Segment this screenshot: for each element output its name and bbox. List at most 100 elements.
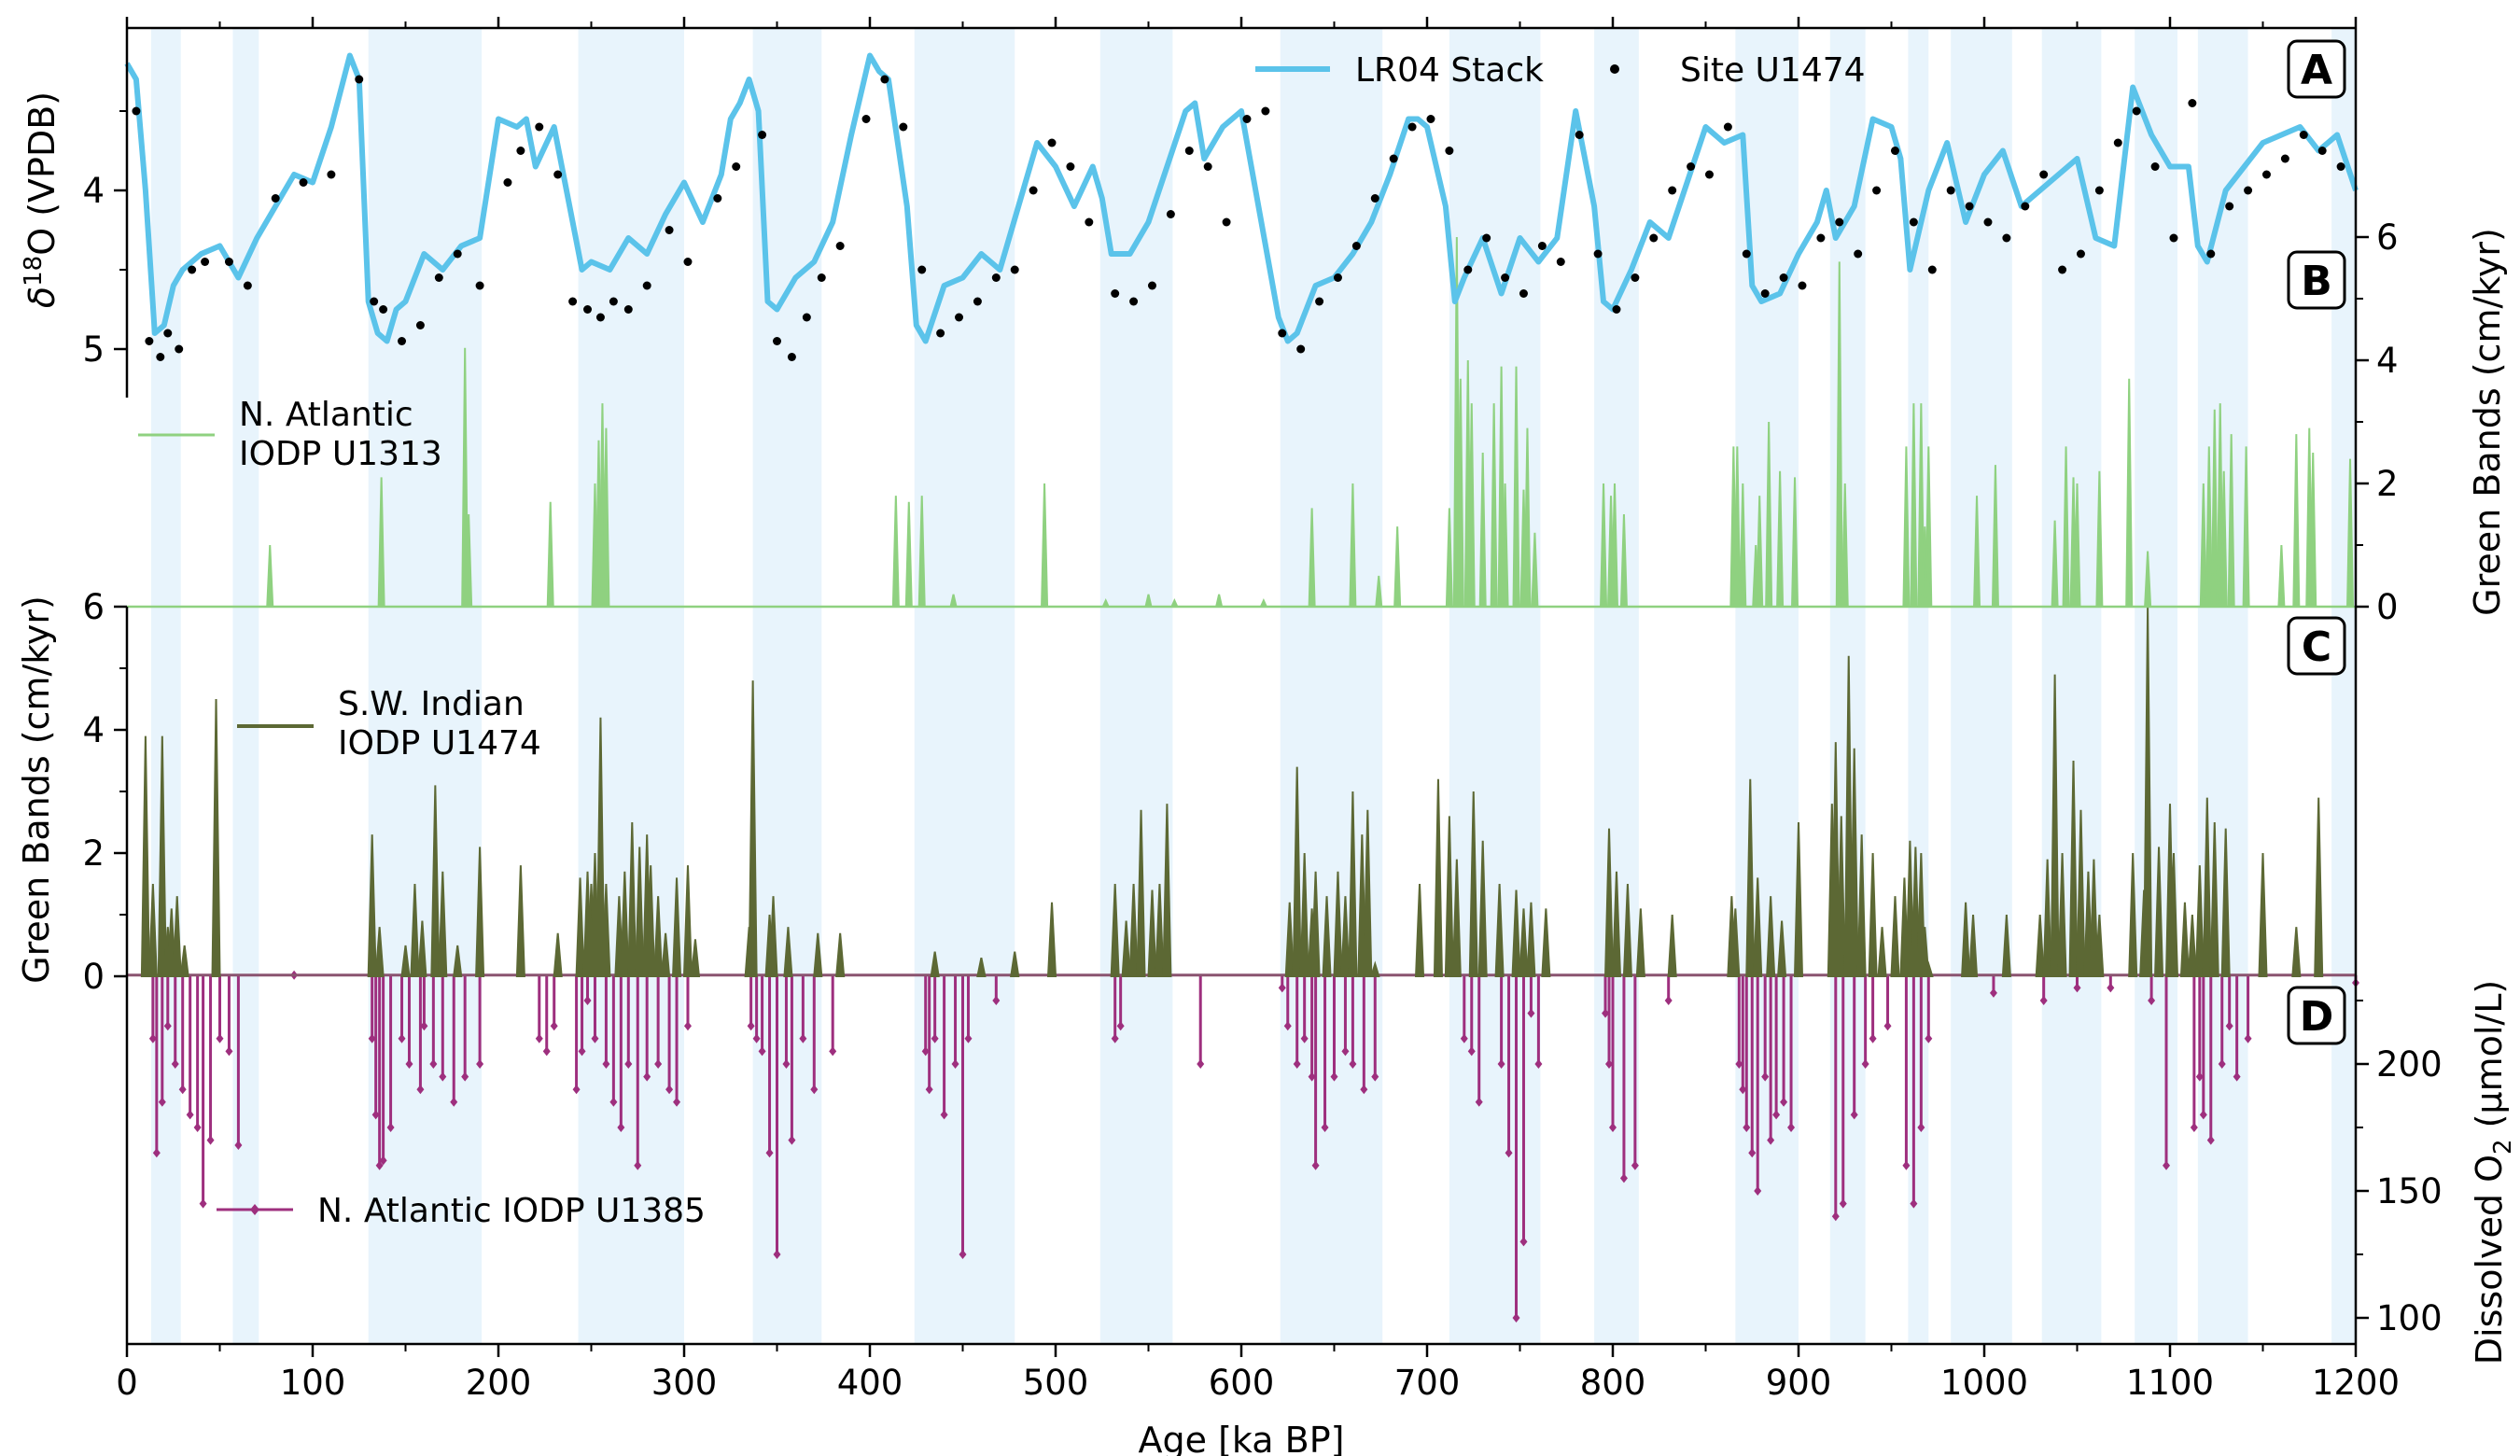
- u1474-data-point: [880, 75, 889, 84]
- u1385-marker: [578, 1046, 586, 1057]
- u1313-spike: [2062, 446, 2070, 608]
- u1385-marker: [1780, 1097, 1788, 1107]
- u1474-spike: [1511, 889, 1521, 977]
- u1385-marker: [1619, 1173, 1628, 1183]
- u1313-spike: [1375, 575, 1383, 608]
- glacial-band: [1449, 28, 1541, 1344]
- panel-letter-a: A: [2301, 47, 2332, 94]
- u1385-marker: [1308, 1071, 1316, 1082]
- u1385-marker: [371, 1110, 380, 1120]
- d-y-title-main: Dissolved O: [2469, 1155, 2510, 1365]
- u1313-spike: [546, 501, 554, 608]
- u1474-spike: [930, 951, 940, 977]
- u1474-spike: [2179, 902, 2190, 977]
- u1313-spike: [465, 513, 473, 608]
- u1385-marker: [1197, 1059, 1205, 1069]
- u1474-data-point: [1351, 242, 1361, 250]
- u1474-data-point: [1854, 249, 1863, 259]
- u1474-spike: [595, 717, 606, 977]
- u1474-data-point: [1816, 233, 1826, 243]
- x-tick-label: 1000: [1940, 1363, 2028, 1403]
- u1313-spike: [1925, 446, 1933, 608]
- u1474-spike: [1836, 816, 1846, 977]
- panel-letter-d: D: [2300, 993, 2334, 1041]
- x-tick-label: 200: [466, 1363, 532, 1403]
- u1313-spike: [2210, 409, 2219, 608]
- u1313-spike: [2292, 434, 2301, 608]
- u1313-spike: [1445, 508, 1453, 608]
- x-tick-label: 1200: [2312, 1363, 2400, 1403]
- u1474-data-point: [623, 305, 633, 314]
- u1474-data-point: [1687, 162, 1696, 171]
- u1474-data-point: [175, 344, 184, 354]
- u1385-marker: [1605, 1059, 1614, 1069]
- panel-letter-b: B: [2301, 258, 2332, 305]
- u1474-spike: [1911, 847, 1921, 977]
- legend-u1385-label: N. Atlantic IODP U1385: [317, 1192, 706, 1230]
- u1385-marker: [420, 1021, 428, 1031]
- u1313-spike: [1041, 483, 1049, 608]
- u1474-spike: [1603, 828, 1615, 977]
- u1474-spike: [1830, 742, 1841, 977]
- u1474-data-point: [355, 75, 364, 84]
- u1313-spike: [904, 501, 913, 608]
- u1385-marker: [2039, 996, 2048, 1005]
- u1313-spike: [1101, 597, 1111, 608]
- u1385-marker: [654, 1059, 663, 1069]
- u1385-marker: [951, 1059, 959, 1069]
- u1385-marker: [1910, 1198, 1918, 1209]
- u1313-spike: [266, 544, 274, 608]
- u1313-spike: [1490, 403, 1498, 608]
- u1474-spike: [575, 877, 585, 977]
- u1474-spike: [1667, 914, 1677, 977]
- u1474-spike: [1849, 748, 1859, 977]
- u1385-marker: [992, 996, 1001, 1005]
- u1313-spike: [1756, 496, 1764, 608]
- u1474-spike: [367, 834, 377, 977]
- u1474-data-point: [2150, 162, 2160, 171]
- u1385-marker: [1300, 1033, 1309, 1043]
- u1385-marker: [2218, 1059, 2226, 1069]
- legend-u1313-label-2: IODP U1313: [239, 435, 442, 473]
- u1385-marker: [234, 1141, 243, 1151]
- u1474-spike: [768, 896, 778, 977]
- u1385-marker: [1341, 1046, 1350, 1057]
- u1385-marker: [2190, 1123, 2198, 1132]
- u1385-marker: [665, 1085, 674, 1095]
- u1385-marker: [476, 1059, 484, 1069]
- u1474-data-point: [1296, 344, 1306, 354]
- u1313-spike: [602, 427, 610, 608]
- u1474-data-point: [609, 297, 618, 306]
- u1474-data-point: [2021, 202, 2030, 211]
- u1385-marker: [1989, 987, 1997, 998]
- u1474-data-point: [2244, 186, 2253, 195]
- u1474-data-point: [1242, 115, 1252, 123]
- u1313-spike: [1776, 470, 1785, 608]
- u1474-spike: [1961, 902, 1971, 977]
- u1474-spike: [2057, 852, 2067, 977]
- u1385-marker: [758, 1046, 766, 1057]
- u1474-data-point: [1482, 233, 1491, 243]
- u1474-data-point: [1111, 289, 1120, 298]
- u1474-data-point: [1029, 186, 1038, 195]
- u1385-marker: [1519, 1237, 1528, 1247]
- u1313-spike: [2125, 378, 2134, 608]
- u1474-data-point: [665, 226, 674, 234]
- u1474-spike: [1494, 883, 1505, 977]
- x-tick-label: 400: [837, 1363, 903, 1403]
- u1385-marker: [1609, 1123, 1617, 1132]
- u1474-data-point: [2317, 147, 2327, 155]
- a-y-tick-label: 5: [82, 329, 105, 370]
- u1474-data-point: [1426, 115, 1435, 123]
- u1474-data-point: [583, 305, 593, 314]
- u1385-marker: [1283, 1021, 1292, 1031]
- u1385-marker: [1602, 1008, 1610, 1018]
- u1474-data-point: [453, 249, 462, 259]
- u1385-marker: [1460, 1033, 1468, 1043]
- u1385-marker: [1902, 1160, 1911, 1170]
- x-tick-label: 300: [651, 1363, 718, 1403]
- u1474-spike: [620, 871, 630, 977]
- panel-letter-box: [2287, 616, 2346, 676]
- u1385-marker: [940, 1110, 948, 1120]
- u1385-marker: [386, 1123, 395, 1132]
